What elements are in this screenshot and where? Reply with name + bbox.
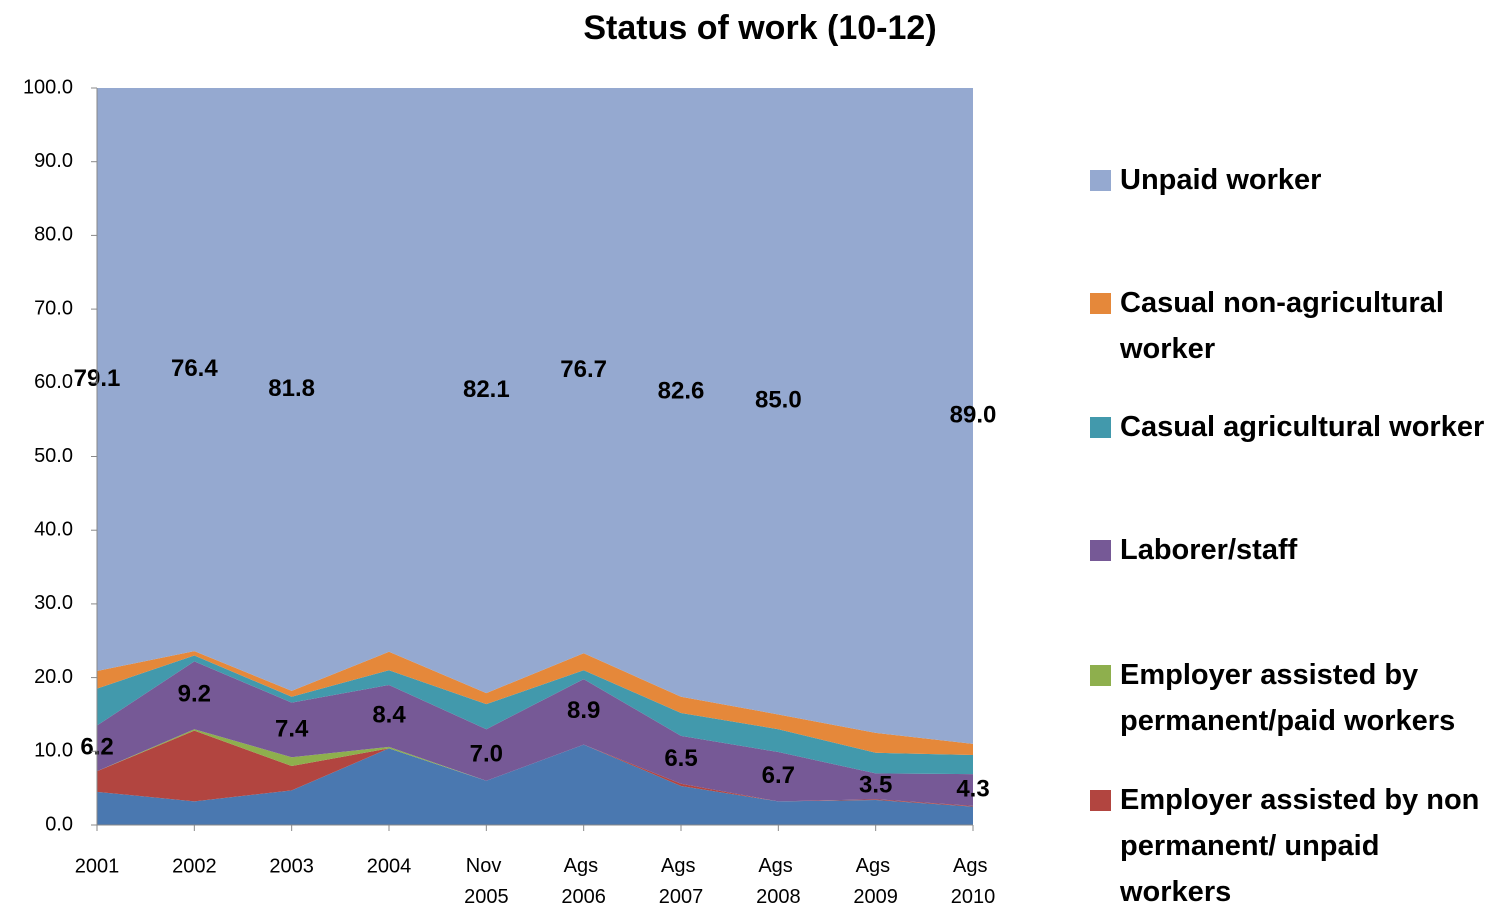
y-tick-label: 100.0 bbox=[23, 76, 73, 98]
x-tick-label: Ags 2008 bbox=[756, 855, 801, 908]
legend-label: Casual agricultural worker bbox=[1120, 411, 1485, 443]
legend-swatch bbox=[1090, 540, 1111, 561]
legend-swatch bbox=[1090, 665, 1111, 686]
legend-label: Laborer/staff bbox=[1120, 534, 1298, 566]
data-label: 3.5 bbox=[859, 772, 892, 799]
x-tick-label: 2002 bbox=[172, 855, 217, 877]
data-label: 7.0 bbox=[470, 740, 503, 767]
data-label: 76.7 bbox=[560, 356, 607, 383]
legend-item: Employer assisted by permanent/paid work… bbox=[1090, 652, 1490, 744]
x-tick-label: Ags 2006 bbox=[561, 855, 606, 908]
legend-label: Employer assisted by permanent/paid work… bbox=[1120, 659, 1456, 737]
legend-item: Casual non-agricultural worker bbox=[1090, 280, 1490, 372]
data-label: 81.8 bbox=[268, 375, 315, 402]
y-tick-label: 10.0 bbox=[34, 740, 73, 762]
y-tick-label: 50.0 bbox=[34, 445, 73, 467]
legend-item: Unpaid worker bbox=[1090, 157, 1490, 203]
chart-title: Status of work (10-12) bbox=[583, 9, 936, 47]
data-label: 6.7 bbox=[762, 762, 795, 789]
legend-swatch bbox=[1090, 417, 1111, 438]
area bbox=[97, 730, 973, 807]
x-tick-label: 2004 bbox=[367, 855, 412, 877]
data-label: 7.4 bbox=[275, 715, 309, 742]
data-label: 6.5 bbox=[664, 745, 697, 772]
area bbox=[97, 744, 973, 825]
legend-label: Unpaid worker bbox=[1120, 164, 1322, 196]
legend-label: Employer assisted by non permanent/ unpa… bbox=[1120, 784, 1480, 908]
x-tick-label: Ags 2007 bbox=[659, 855, 704, 908]
y-tick-label: 80.0 bbox=[34, 224, 73, 246]
y-tick-label: 20.0 bbox=[34, 666, 73, 688]
data-label: 85.0 bbox=[755, 387, 802, 414]
area bbox=[97, 655, 973, 775]
area bbox=[97, 651, 973, 755]
legend-item: Casual agricultural worker bbox=[1090, 404, 1490, 450]
data-label: 8.4 bbox=[372, 701, 406, 728]
y-tick-label: 0.0 bbox=[45, 813, 73, 835]
legend-swatch bbox=[1090, 170, 1111, 191]
data-label: 82.1 bbox=[463, 376, 510, 403]
legend-swatch bbox=[1090, 293, 1111, 314]
x-tick-label: Nov 2005 bbox=[464, 855, 509, 908]
legend-item: Laborer/staff bbox=[1090, 527, 1490, 573]
x-tick-label: 2001 bbox=[75, 855, 120, 877]
y-tick-label: 60.0 bbox=[34, 371, 73, 393]
legend-swatch bbox=[1090, 790, 1111, 811]
data-label: 76.4 bbox=[171, 355, 218, 382]
legend-item: Employer assisted by non permanent/ unpa… bbox=[1090, 777, 1490, 910]
y-tick-label: 40.0 bbox=[34, 518, 73, 540]
y-tick-label: 70.0 bbox=[34, 297, 73, 319]
y-tick-label: 30.0 bbox=[34, 592, 73, 614]
data-label: 9.2 bbox=[178, 681, 211, 708]
data-label: 82.6 bbox=[658, 378, 705, 405]
x-tick-label: 2003 bbox=[269, 855, 314, 877]
area bbox=[97, 661, 973, 806]
legend-label: Casual non-agricultural worker bbox=[1120, 287, 1444, 365]
area bbox=[97, 88, 973, 744]
x-tick-label: Ags 2009 bbox=[853, 855, 898, 908]
y-tick-label: 90.0 bbox=[34, 150, 73, 172]
x-tick-label: Ags 2010 bbox=[951, 855, 996, 908]
data-label: 4.3 bbox=[956, 775, 989, 802]
data-label: 89.0 bbox=[950, 401, 997, 428]
data-label: 8.9 bbox=[567, 697, 600, 724]
